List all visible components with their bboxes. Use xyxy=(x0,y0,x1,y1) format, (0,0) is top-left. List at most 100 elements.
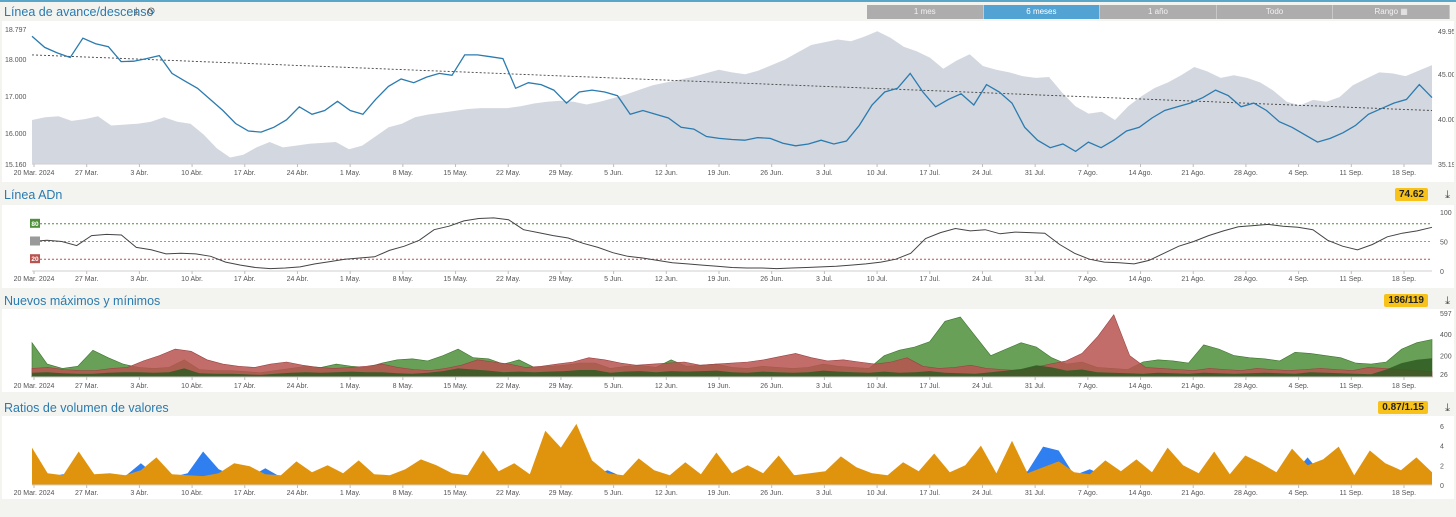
x-tick-label: 8 May. xyxy=(393,276,414,283)
volume-ratios-chart-panel: 6 4 2 0 20 Mar. 2024 27 Mar. 3 Abr. 10 Abr. 17 A… xyxy=(2,416,1454,499)
y-right-tick-label: 50 xyxy=(1440,240,1448,247)
x-tick-label: 15 May. xyxy=(443,490,467,497)
top-accent-line xyxy=(0,0,1456,2)
x-tick-label: 12 Jun. xyxy=(655,490,678,497)
x-tick-label: 20 Mar. 2024 xyxy=(14,170,55,177)
x-tick-label: 8 May. xyxy=(393,490,414,497)
y-right-tick-label: 200 xyxy=(1440,354,1452,361)
x-tick-label: 18 Sep. xyxy=(1392,170,1416,177)
x-tick-label: 24 Jul. xyxy=(972,383,993,390)
calendar-icon: ▦ xyxy=(1400,7,1408,16)
x-tick-label: 15 May. xyxy=(443,383,467,390)
x-tick-label: 21 Ago. xyxy=(1181,170,1205,177)
x-tick-label: 17 Abr. xyxy=(234,276,256,283)
x-tick-label: 31 Jul. xyxy=(1025,276,1046,283)
download-icon[interactable]: ⤓ xyxy=(1445,402,1450,414)
x-tick-label: 29 May. xyxy=(549,170,573,177)
y-right-tick-label: 4 xyxy=(1440,444,1444,451)
x-tick-label: 12 Jun. xyxy=(655,276,678,283)
x-tick-label: 17 Abr. xyxy=(234,383,256,390)
x-tick-label: 28 Ago. xyxy=(1234,170,1258,177)
ad-moving-average xyxy=(31,54,1433,111)
x-tick-label: 8 May. xyxy=(393,383,414,390)
help-circle-icon[interactable]: ⊙ xyxy=(147,6,156,17)
x-tick-label: 15 May. xyxy=(443,170,467,177)
x-tick-label: 1 May. xyxy=(340,383,361,390)
x-tick-label: 3 Jul. xyxy=(816,490,833,497)
download-icon[interactable]: ⤓ xyxy=(1445,295,1450,307)
download-icon[interactable]: ⤓ xyxy=(1445,189,1450,201)
ad-chart: 18.797 18.000 17.000 16.000 15.160 49.95 45.00… xyxy=(5,27,1456,177)
tab-range[interactable]: Rango ▦ xyxy=(1333,5,1450,19)
x-tick-label: 22 May. xyxy=(496,490,520,497)
x-tick-label: 27 Mar. xyxy=(75,383,98,390)
adn-chart-panel: 80 20 100 50 0 20 Mar. 2024 27 Mar. 3 Abr. 10 Ab… xyxy=(2,205,1454,288)
x-tick-label: 31 Jul. xyxy=(1025,383,1046,390)
x-tick-label: 24 Abr. xyxy=(287,490,309,497)
new-lows-area xyxy=(31,314,1433,378)
x-tick-label: 8 May. xyxy=(393,170,414,177)
x-tick-label: 17 Abr. xyxy=(234,170,256,177)
highs-lows-chart-panel: 597 400 200 26 20 Mar. 2024 27 Mar. 3 Abr. 10 A… xyxy=(2,309,1454,392)
x-tick-label: 18 Sep. xyxy=(1392,276,1416,283)
highs-lows-chart: 597 400 200 26 20 Mar. 2024 27 Mar. 3 Abr. 10 A… xyxy=(14,311,1452,390)
level-20-tag xyxy=(30,254,40,264)
x-tick-label: 5 Jun. xyxy=(604,383,623,390)
range-tabs: 1 mes 6 meses 1 año Todo Rango ▦ xyxy=(867,5,1450,19)
x-tick-label: 22 May. xyxy=(496,383,520,390)
tab-1-year[interactable]: 1 año xyxy=(1100,5,1217,19)
y-right-tick-label: 45.00 xyxy=(1438,72,1454,79)
x-tick-label: 21 Ago. xyxy=(1181,490,1205,497)
x-tick-label: 11 Sep. xyxy=(1339,170,1363,177)
tab-1-month[interactable]: 1 mes xyxy=(867,5,984,19)
x-tick-label: 5 Jun. xyxy=(604,170,623,177)
x-tick-label: 20 Mar. 2024 xyxy=(14,383,55,390)
tab-6-months[interactable]: 6 meses xyxy=(983,5,1101,19)
x-tick-label: 3 Jul. xyxy=(816,383,833,390)
x-tick-label: 10 Abr. xyxy=(181,490,203,497)
overlap-area xyxy=(32,358,1432,377)
x-tick-label: 22 May. xyxy=(496,170,520,177)
x-tick-label: 14 Ago. xyxy=(1129,490,1153,497)
x-tick-label: 28 Ago. xyxy=(1234,276,1258,283)
x-tick-label: 31 Jul. xyxy=(1025,490,1046,497)
tab-range-label: Rango xyxy=(1374,7,1399,16)
y-left-tick-label: 18.797 xyxy=(5,27,27,34)
x-tick-label: 5 Jun. xyxy=(604,276,623,283)
x-tick-label: 19 Jun. xyxy=(708,490,731,497)
volume-ratios-header: Ratios de volumen de valores 0.87/1.15 ⤓ xyxy=(0,400,1456,418)
y-right-tick-label: 2 xyxy=(1440,463,1444,470)
x-tick-label: 11 Sep. xyxy=(1339,490,1363,497)
x-tick-label: 17 Abr. xyxy=(234,490,256,497)
x-tick-label: 3 Jul. xyxy=(816,276,833,283)
y-right-tick-label: 100 xyxy=(1440,210,1452,217)
x-tick-label: 26 Jun. xyxy=(760,170,783,177)
x-tick-label: 22 May. xyxy=(496,276,520,283)
x-tick-label: 12 Jun. xyxy=(655,170,678,177)
x-tick-label: 11 Sep. xyxy=(1339,383,1363,390)
x-tick-label: 1 May. xyxy=(340,490,361,497)
x-tick-label: 19 Jun. xyxy=(708,170,731,177)
x-tick-label: 26 Jun. xyxy=(760,383,783,390)
x-tick-label: 7 Ago. xyxy=(1078,383,1098,390)
x-tick-label: 4 Sep. xyxy=(1288,490,1308,497)
x-tick-label: 3 Jul. xyxy=(816,170,833,177)
x-tick-label: 19 Jun. xyxy=(708,276,731,283)
adn-badge: 74.62 xyxy=(1394,188,1428,201)
x-tick-label: 10 Jul. xyxy=(867,490,888,497)
x-tick-label: 17 Jul. xyxy=(919,490,940,497)
x-tick-label: 4 Sep. xyxy=(1288,170,1308,177)
x-tick-label: 14 Ago. xyxy=(1129,276,1153,283)
x-tick-label: 5 Jun. xyxy=(604,490,623,497)
current-value-tag xyxy=(30,236,40,246)
volume-ratios-badge: 0.87/1.15 xyxy=(1378,401,1428,414)
x-tick-label: 14 Ago. xyxy=(1129,383,1153,390)
x-tick-label: 29 May. xyxy=(549,383,573,390)
x-tick-label: 7 Ago. xyxy=(1078,490,1098,497)
volume-ratios-title: Ratios de volumen de valores xyxy=(4,401,169,415)
level-80-label: 80 xyxy=(31,221,39,228)
download-icon[interactable]: ⤓ xyxy=(134,6,139,17)
x-tick-label: 29 May. xyxy=(549,276,573,283)
x-tick-label: 19 Jun. xyxy=(708,383,731,390)
tab-all[interactable]: Todo xyxy=(1216,5,1334,19)
